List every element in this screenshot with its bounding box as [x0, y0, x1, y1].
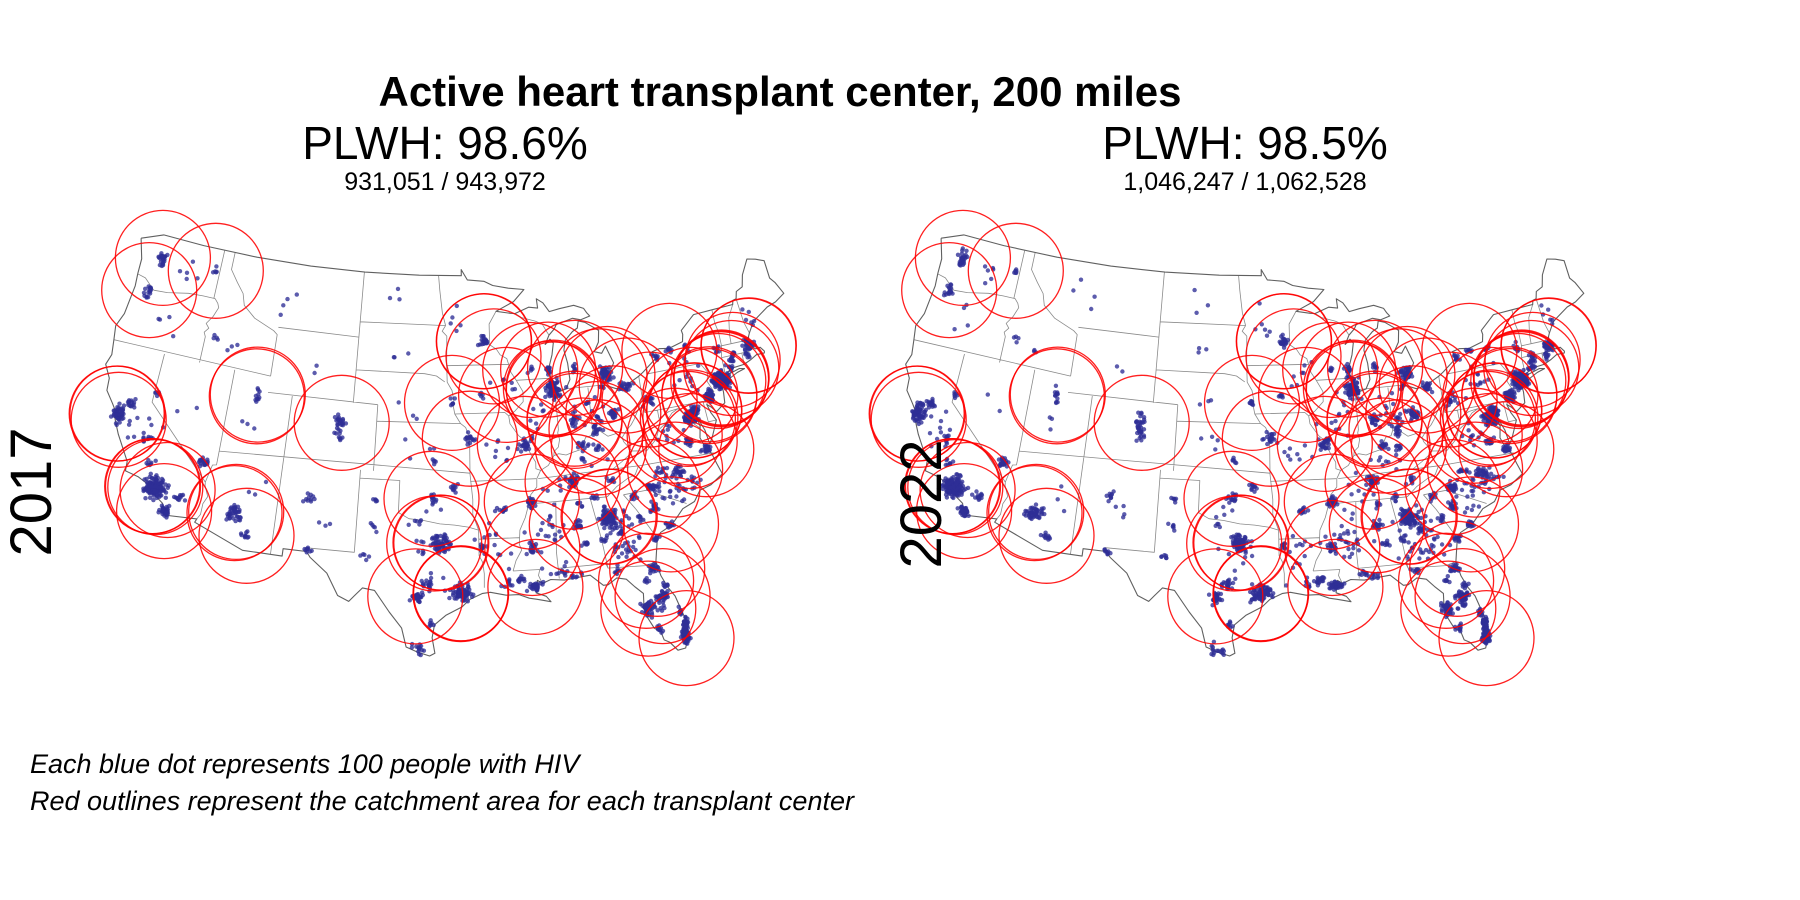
- footnote-red-outlines: Red outlines represent the catchment are…: [30, 786, 854, 816]
- catchment-circles-layer: [68, 209, 797, 687]
- figure-title: Active heart transplant center, 200 mile…: [378, 68, 1182, 115]
- plwh-stat-2017: PLWH: 98.6%: [302, 117, 588, 169]
- plwh-fraction-2017: 931,051 / 943,972: [344, 168, 546, 196]
- us-map-2022: [868, 209, 1597, 687]
- us-outline: [905, 234, 1585, 657]
- catchment-circles-layer: [868, 209, 1597, 687]
- plwh-fraction-2022: 1,046,247 / 1,062,528: [1123, 168, 1367, 196]
- figure-footnotes: Each blue dot represents 100 people with…: [30, 746, 854, 820]
- footnote-blue-dots: Each blue dot represents 100 people with…: [30, 749, 580, 779]
- panel-2022: PLWH: 98.5% 1,046,247 / 1,062,528: [868, 117, 1597, 687]
- us-map-2017: [68, 209, 797, 687]
- panel-2017: PLWH: 98.6% 931,051 / 943,972: [68, 117, 797, 687]
- plwh-stat-2022: PLWH: 98.5%: [1102, 117, 1388, 169]
- year-label-2017: 2017: [0, 427, 64, 557]
- year-label-2022: 2022: [889, 439, 954, 569]
